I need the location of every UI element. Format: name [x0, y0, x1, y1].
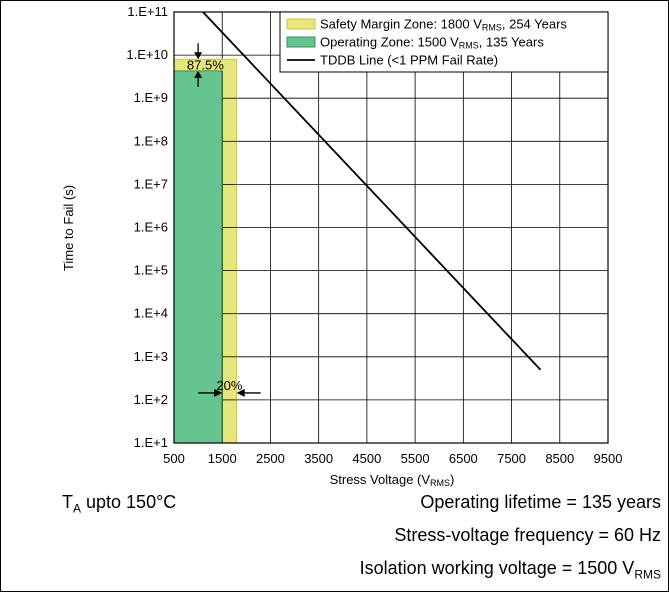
- y-tick-label: 1.E+5: [134, 263, 168, 278]
- arrow-87-up-head: [194, 70, 203, 78]
- arrow-87-down-head: [194, 52, 203, 60]
- operating-lifetime-note: Operating lifetime = 135 years: [420, 492, 661, 512]
- x-tick-label: 4500: [352, 451, 381, 466]
- x-tick-label: 3500: [304, 451, 333, 466]
- arrow-20-left-head: [236, 388, 245, 397]
- y-tick-label: 1.E+3: [134, 349, 168, 364]
- x-axis-label: Stress Voltage (VRMS): [330, 472, 455, 488]
- y-tick-label: 1.E+10: [126, 47, 168, 62]
- x-tick-label: 500: [163, 451, 185, 466]
- chart-zones: [173, 58, 238, 444]
- legend-box: [279, 11, 609, 73]
- zone-operating-zone: [173, 70, 223, 444]
- y-tick-label: 1.E+8: [134, 133, 168, 148]
- x-tick-label: 6500: [449, 451, 478, 466]
- x-tick-label: 5500: [401, 451, 430, 466]
- y-tick-label: 1.E+11: [127, 4, 168, 19]
- y-axis-label: Time to Fail (s): [61, 185, 76, 271]
- annotation-20-percent: 20%: [216, 378, 242, 393]
- x-tick-label: 8500: [545, 451, 574, 466]
- x-tick-label: 1500: [208, 451, 237, 466]
- isolation-voltage-note: Isolation working voltage = 1500 VRMS: [359, 558, 661, 582]
- y-tick-label: 1.E+6: [134, 220, 168, 235]
- ambient-temperature-note: TA upto 150°C: [62, 492, 177, 516]
- y-tick-label: 1.E+1: [134, 435, 168, 450]
- y-tick-label: 1.E+7: [134, 176, 168, 191]
- x-tick-label: 9500: [594, 451, 623, 466]
- y-axis-ticks: 1.E+1 1.E+2 1.E+3 1.E+4 1.E+5 1.E+6 1.E+7 1.E+8…: [126, 4, 168, 450]
- legend-label: Safety Margin Zone: 1800 VRMS, 254 Years: [320, 17, 567, 33]
- stress-frequency-note: Stress-voltage frequency = 60 Hz: [394, 525, 661, 545]
- arrow-20-right-head: [214, 388, 223, 397]
- legend-label: Operating Zone: 1500 VRMS, 135 Years: [320, 35, 544, 51]
- chart-legend: Safety Margin Zone: 1800 VRMS, 254 Years…: [279, 11, 609, 73]
- x-tick-label: 7500: [497, 451, 526, 466]
- chart-annotations: 87.5% 20%: [187, 43, 261, 397]
- chart-lines: [202, 11, 542, 371]
- x-tick-label: 2500: [256, 451, 285, 466]
- legend-swatch: [286, 18, 316, 30]
- tddb-line: [202, 11, 542, 371]
- chart-grid-overlay: [221, 70, 237, 443]
- y-tick-label: 1.E+9: [134, 90, 168, 105]
- x-axis-ticks: 500 1500 2500 3500 4500 5500 6500 7500 8500 9500: [163, 451, 622, 466]
- legend-swatch: [286, 36, 316, 48]
- y-tick-label: 1.E+4: [134, 306, 168, 321]
- legend-label: TDDB Line (<1 PPM Fail Rate): [320, 53, 498, 68]
- y-tick-label: 1.E+2: [134, 392, 168, 407]
- annotation-87-5-percent: 87.5%: [187, 58, 224, 73]
